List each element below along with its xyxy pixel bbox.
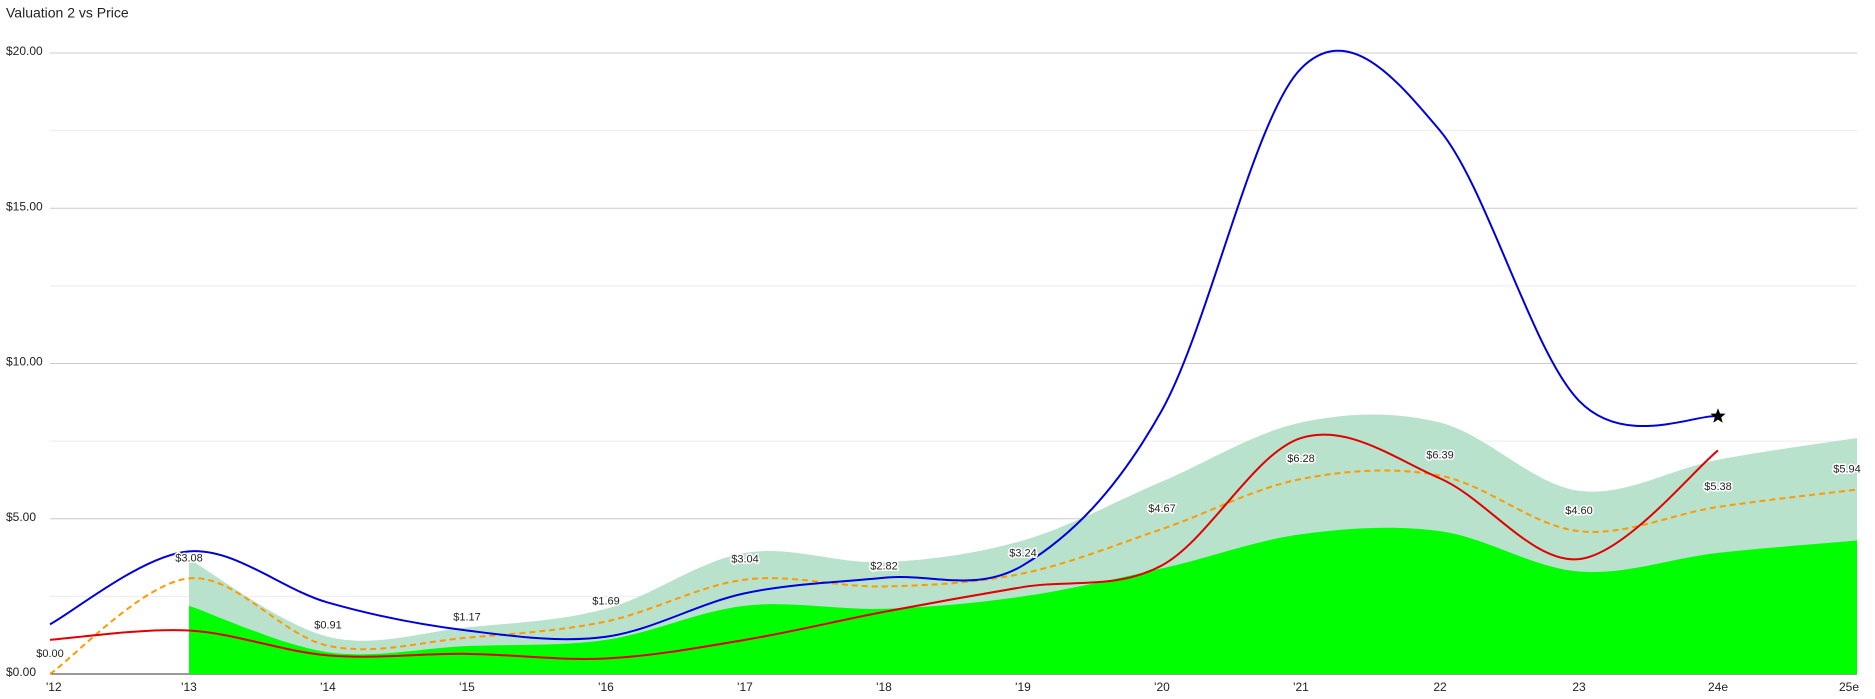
x-tick-label: '16 <box>598 680 614 694</box>
data-label: $6.28 <box>1287 453 1315 465</box>
y-tick-label: $5.00 <box>6 510 36 524</box>
x-tick-label: '18 <box>876 680 892 694</box>
y-tick-label: $0.00 <box>6 665 36 679</box>
data-label: $3.08 <box>175 552 203 564</box>
line <box>49 433 1719 660</box>
data-label: $4.67 <box>1148 503 1176 515</box>
x-tick-label: '15 <box>459 680 475 694</box>
data-label: $0.91 <box>314 620 342 632</box>
data-label: $6.39 <box>1426 449 1454 461</box>
line <box>49 49 1719 641</box>
x-tick-label: '17 <box>737 680 753 694</box>
data-label: $3.24 <box>1009 547 1037 559</box>
x-tick-label: 23 <box>1572 680 1586 694</box>
series-layer <box>49 49 1858 675</box>
x-tick-label: '13 <box>181 680 197 694</box>
y-tick-label: $20.00 <box>6 44 43 58</box>
chart-title: Valuation 2 vs Price <box>6 5 129 21</box>
y-tick-label: $15.00 <box>6 199 43 213</box>
data-label: $3.04 <box>731 554 759 566</box>
x-tick-label: 25e <box>1839 680 1859 694</box>
data-label: $1.69 <box>592 595 620 607</box>
data-label: $1.17 <box>453 612 481 624</box>
end-marker <box>1710 408 1726 423</box>
data-label: $2.82 <box>870 560 898 572</box>
x-tick-label: '21 <box>1293 680 1309 694</box>
area <box>189 527 1857 674</box>
x-tick-label: '19 <box>1015 680 1031 694</box>
data-label: $5.94 <box>1833 463 1861 475</box>
x-tick-label: '14 <box>320 680 336 694</box>
data-label: $0.00 <box>36 648 64 660</box>
x-tick-label: '12 <box>46 680 62 694</box>
data-label: $5.38 <box>1704 481 1732 493</box>
data-label: $4.60 <box>1565 505 1593 517</box>
x-tick-label: '20 <box>1154 680 1170 694</box>
x-tick-label: 22 <box>1433 680 1447 694</box>
x-tick-label: 24e <box>1708 680 1728 694</box>
y-tick-label: $10.00 <box>6 355 43 369</box>
